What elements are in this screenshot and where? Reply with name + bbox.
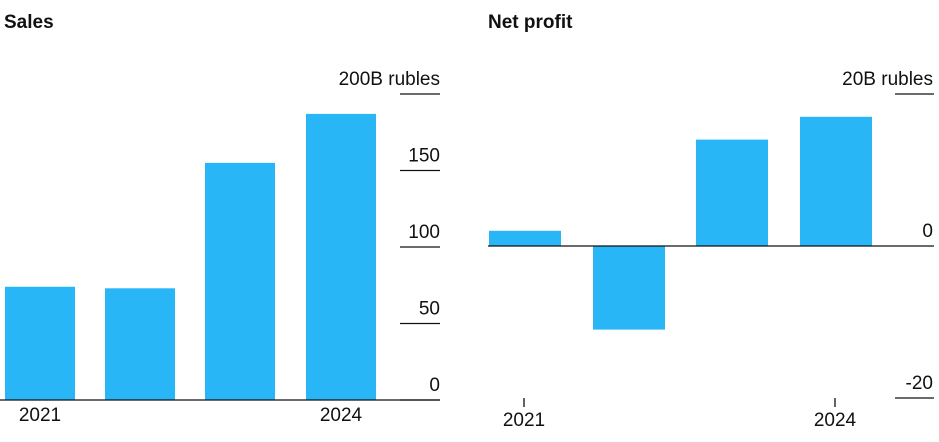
- sales-chart: Sales 0 50 100 150 200B rubles 2021 2024: [0, 12, 440, 426]
- sales-x-tick-label: 2021: [19, 405, 61, 426]
- sales-bar-2024: [306, 113, 376, 400]
- net-profit-y-tick-label: 20B rubles: [842, 69, 933, 90]
- sales-y-tick-label: 200B rubles: [339, 69, 440, 90]
- sales-y-tick-label: 50: [419, 299, 440, 320]
- sales-x-tick-label: 2024: [320, 405, 363, 426]
- net-profit-bar-2021: [489, 230, 561, 246]
- sales-y-tick-label: 0: [429, 375, 440, 396]
- net-profit-chart: Net profit -20 0 20B rubles 2021 2024: [488, 12, 934, 431]
- sales-y-tick-label: 100: [408, 222, 440, 243]
- net-profit-y-tick-label: 0: [922, 221, 933, 242]
- sales-bar-2021: [5, 286, 75, 400]
- net-profit-bar-2024: [800, 116, 872, 246]
- sales-title: Sales: [4, 12, 54, 33]
- net-profit-bar-2023: [696, 139, 768, 246]
- net-profit-y-tick-label: -20: [906, 373, 933, 394]
- sales-bar-2022: [105, 288, 175, 400]
- net-profit-x-tick-label: 2021: [503, 410, 545, 431]
- sales-y-tick-label: 150: [408, 146, 440, 167]
- net-profit-bar-2022: [593, 246, 665, 330]
- sales-bar-2023: [205, 162, 275, 400]
- net-profit-x-tick-label: 2024: [814, 410, 857, 431]
- net-profit-title: Net profit: [488, 12, 573, 33]
